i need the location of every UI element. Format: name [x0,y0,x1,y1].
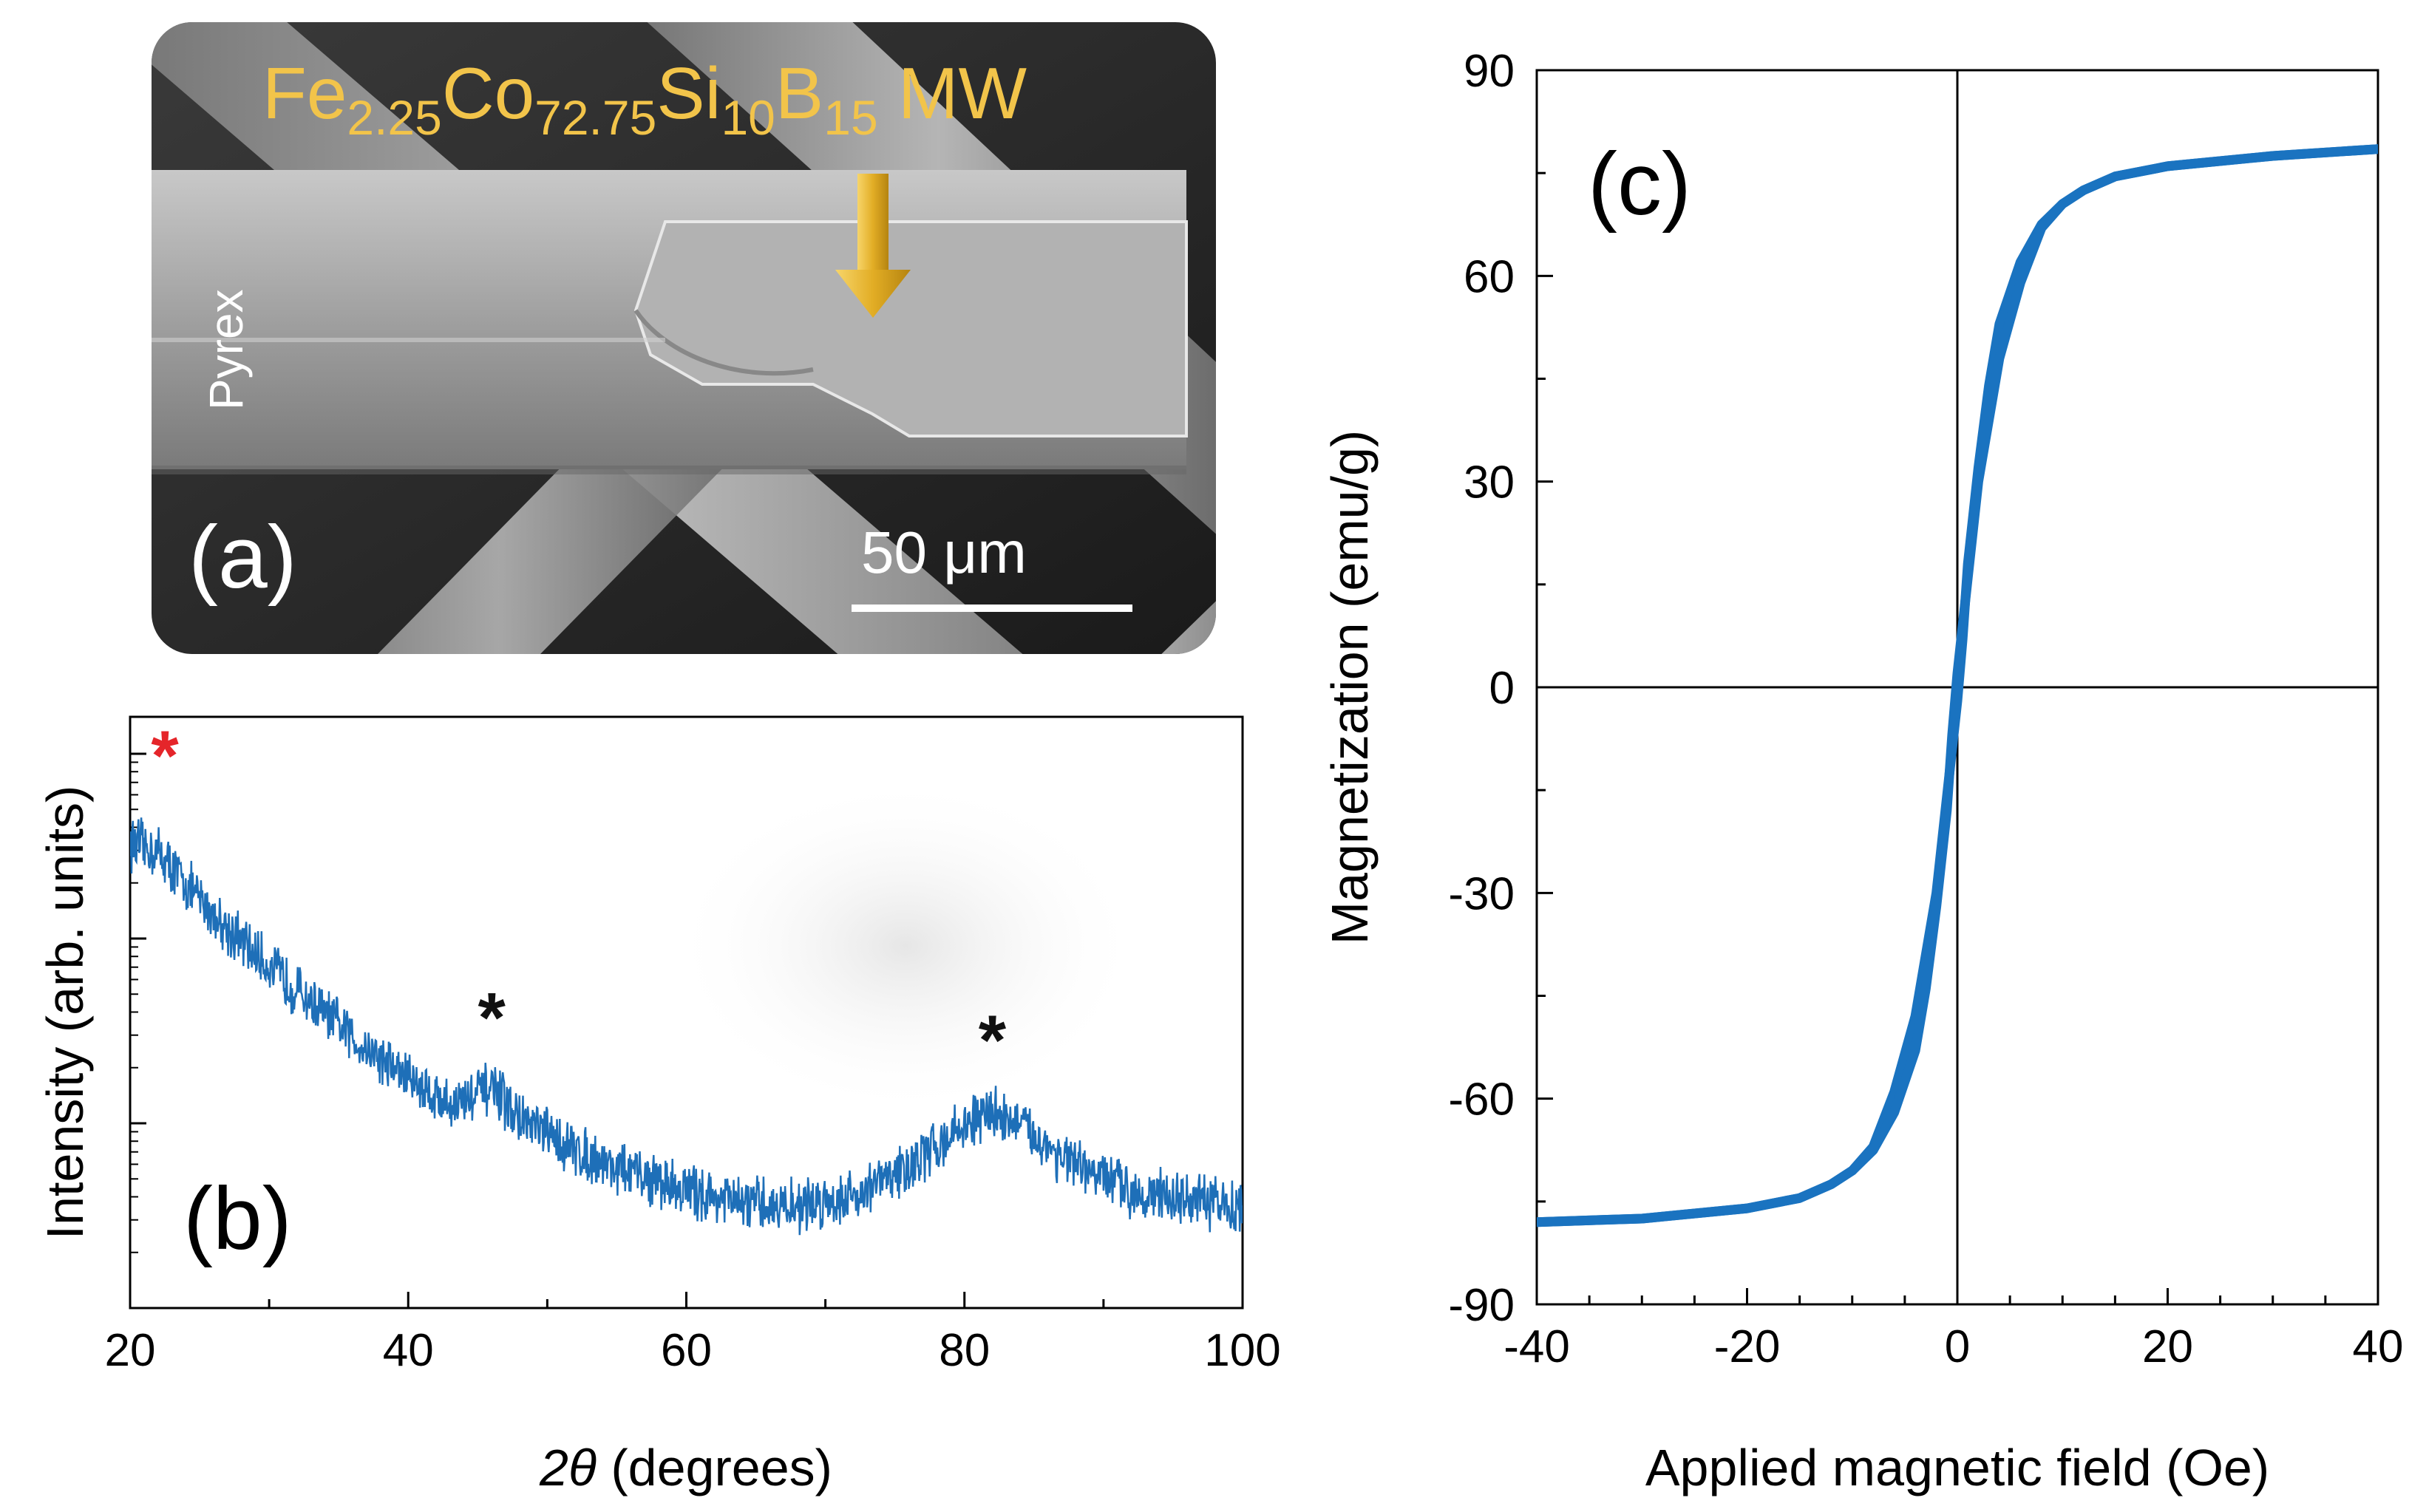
plot-c-x-tick-labels: -40 -20 0 20 40 [1503,1321,2403,1372]
x-tick-label: 20 [105,1325,156,1376]
x-tick-label: -20 [1714,1321,1781,1372]
series-line-descending [1537,144,2378,1227]
title-part: Fe [262,52,347,134]
y-tick-label: -60 [1448,1075,1515,1126]
scale-bar [852,605,1132,612]
microwire-core [633,220,1188,437]
panel-b-label: (b) [183,1169,292,1268]
plot-b-ticks [129,752,1244,1310]
plot-c-series [1537,144,2378,1227]
x-tick-label: 0 [1945,1321,1970,1372]
title-part: B [775,52,823,134]
y-tick-label: 60 [1464,251,1515,302]
y-tick-label: 30 [1464,457,1515,508]
x-tick-label: 60 [661,1325,712,1376]
y-tick-label: 0 [1489,663,1515,714]
title-part: Co [442,52,534,134]
title-part: MW [878,52,1027,134]
title-part: Si [656,52,721,134]
plot-c-y-tick-labels: -90 -60 -30 0 30 60 90 [1448,46,1515,1331]
scale-bar-label: 50 μm [861,520,1027,585]
plot-b-x-tick-labels: 20 40 60 80 100 [105,1325,1281,1376]
x-tick-label: 40 [2353,1321,2404,1372]
arrow-icon [835,174,911,318]
x-tick-label: 20 [2142,1321,2193,1372]
pyrex-label: Pyrex [200,289,253,410]
panel-a-title: Fe2.25Co72.75Si10B15 MW [262,52,1027,145]
plot-b-x-axis-label: 2θ (degrees) [539,1439,832,1496]
y-tick-label: -90 [1448,1280,1515,1331]
x-tick-label: 100 [1204,1325,1280,1376]
peak-marker: * [151,717,179,796]
panel-a-label: (a) [188,508,297,607]
panel-c-label: (c) [1588,134,1691,234]
xrd-pattern-line [130,817,1243,1236]
plot-b-y-axis-label: Intensity (arb. units) [36,786,94,1240]
panel-c-magnetization-chart: -40 -20 0 20 40 -90 -60 -30 0 30 60 90 (c) Magneti… [1321,46,2403,1496]
title-part: 15 [823,90,877,145]
title-part: 72.75 [534,90,656,145]
x-tick-label: -40 [1503,1321,1570,1372]
x-tick-label: 40 [383,1325,434,1376]
panel-a-sem-image: Fe2.25Co72.75Si10B15 MW Pyrex (a) 50 μm [152,22,1216,654]
y-tick-label: -30 [1448,868,1515,919]
plot-c-y-axis-label: Magnetization (emu/g) [1321,430,1379,944]
y-tick-label: 90 [1464,46,1515,97]
peak-markers: * * * [151,717,1006,1080]
plot-c-x-axis-label: Applied magnetic field (Oe) [1645,1439,2269,1496]
title-part: 10 [721,90,775,145]
title-part: 2.25 [347,90,441,145]
peak-marker: * [478,978,506,1058]
background-haze [669,776,1142,1116]
panel-b-xrd-chart: 20 40 60 80 100 * * * (b) Intensity (arb. unit… [36,715,1281,1496]
peak-marker: * [979,1001,1007,1080]
x-tick-label: 80 [939,1325,990,1376]
diagonal-wire-3 [222,414,776,654]
